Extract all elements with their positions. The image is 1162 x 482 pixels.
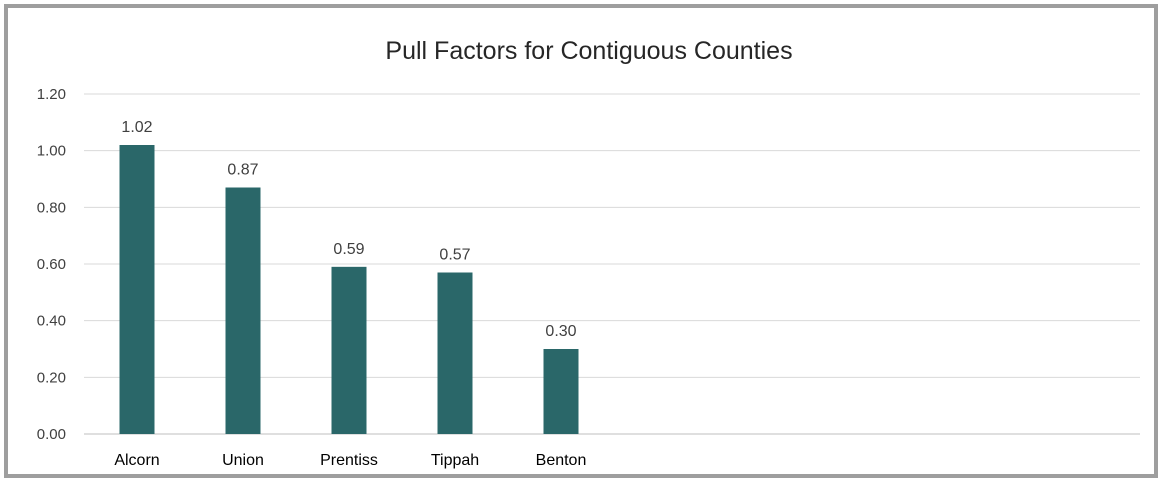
x-tick-label: Alcorn <box>114 452 159 469</box>
data-label: 1.02 <box>121 119 152 136</box>
y-tick-label: 0.40 <box>37 313 66 330</box>
x-tick-label: Tippah <box>431 452 479 469</box>
y-axis-ticks: 0.00 0.20 0.40 0.60 0.80 1.00 1.20 <box>37 86 66 443</box>
chart-title: Pull Factors for Contiguous Counties <box>385 37 792 65</box>
bar-union <box>225 187 261 434</box>
data-labels: 1.02 0.87 0.59 0.57 0.30 <box>121 119 576 340</box>
x-tick-label: Benton <box>536 452 587 469</box>
y-tick-label: 0.20 <box>37 369 66 386</box>
bar-tippah <box>437 272 473 434</box>
data-label: 0.57 <box>439 247 470 264</box>
bar-chart: Pull Factors for Contiguous Counties 0.0… <box>37 37 1140 469</box>
data-label: 0.87 <box>227 162 258 179</box>
y-tick-label: 0.80 <box>37 199 66 216</box>
bar-benton <box>543 349 579 434</box>
data-label: 0.30 <box>545 323 576 340</box>
bars <box>119 145 579 434</box>
x-tick-label: Union <box>222 452 264 469</box>
y-tick-label: 0.00 <box>37 426 66 443</box>
y-tick-label: 0.60 <box>37 256 66 273</box>
data-label: 0.59 <box>333 241 364 258</box>
bar-alcorn <box>119 145 155 434</box>
bar-prentiss <box>331 266 367 434</box>
x-tick-label: Prentiss <box>320 452 378 469</box>
x-axis-ticks: Alcorn Union Prentiss Tippah Benton <box>114 452 586 469</box>
y-tick-label: 1.20 <box>37 86 66 103</box>
chart-frame: Pull Factors for Contiguous Counties 0.0… <box>4 4 1158 478</box>
y-tick-label: 1.00 <box>37 143 66 160</box>
